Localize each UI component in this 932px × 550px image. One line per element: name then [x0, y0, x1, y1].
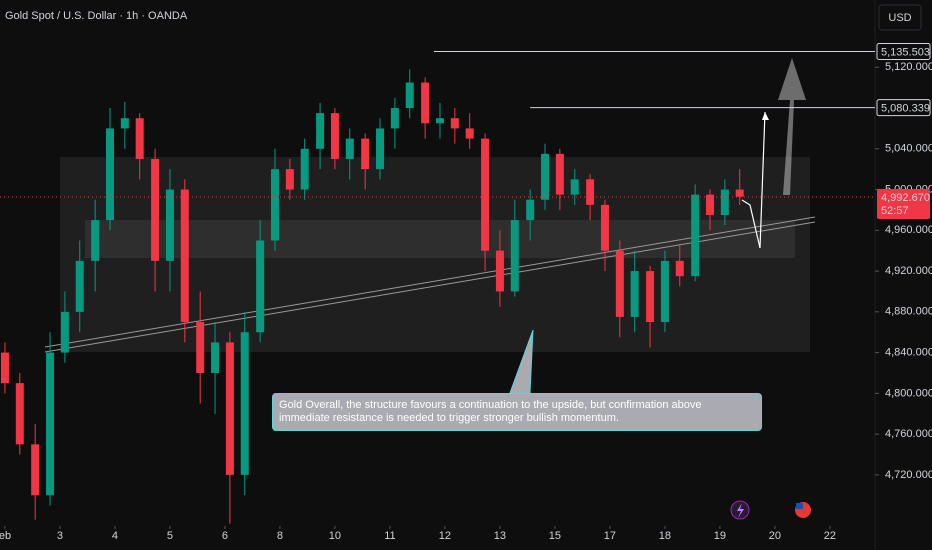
candle-body [526, 199, 535, 221]
trendline [44, 216, 816, 348]
candle-body [135, 118, 144, 159]
level-label: 5,135.503 [881, 46, 930, 58]
trendline [44, 221, 816, 353]
x-tick-label: 20 [769, 530, 781, 542]
currency-button[interactable] [878, 4, 922, 31]
candle-body [240, 332, 249, 475]
candle-body [105, 128, 114, 221]
y-tick-label: 4,920.000 [885, 265, 932, 277]
x-tick-label: 4 [112, 530, 118, 542]
x-tick-label: 19 [714, 530, 726, 542]
candle-body [361, 138, 370, 170]
level-label-box [876, 99, 931, 117]
candle-body [675, 260, 684, 277]
candle-body [31, 444, 40, 496]
candle-body [376, 128, 385, 170]
lightning [737, 503, 744, 518]
x-tick-label: 3 [57, 530, 63, 542]
candle-body [735, 189, 744, 197]
y-tick-label: 4,720.000 [885, 469, 932, 481]
projection-path [741, 111, 766, 249]
x-tick-label: 12 [439, 530, 451, 542]
candle-body [151, 158, 160, 261]
candle-body [196, 322, 205, 373]
x-tick-label: 10 [329, 530, 341, 542]
candle-body [256, 240, 265, 333]
x-tick-label: 17 [604, 530, 616, 542]
candle-body [541, 153, 550, 200]
y-tick-label: 4,800.000 [885, 387, 932, 399]
candle-body [586, 179, 595, 205]
candle-body [720, 189, 729, 216]
candle-body [330, 113, 339, 159]
x-tick-label: 22 [824, 530, 836, 542]
y-tick-label: 5,120.000 [885, 61, 932, 73]
candle-body [691, 194, 700, 277]
candle-body [481, 138, 490, 251]
candle-body [180, 189, 189, 323]
level-label: 5,080.339 [881, 103, 930, 115]
candle-body [450, 118, 459, 129]
y-tick-label: 4,960.000 [885, 224, 932, 236]
candle-body [0, 352, 9, 384]
level-label-box [876, 42, 931, 60]
candle-body [270, 169, 279, 241]
candle-body [285, 169, 294, 190]
y-tick-label: 5,040.000 [885, 143, 932, 155]
candle-body [390, 108, 399, 129]
x-tick-label: eb [0, 530, 11, 542]
candle-body [421, 82, 430, 124]
candle-body [570, 179, 579, 195]
candle-body [615, 250, 624, 317]
big-arrow [778, 58, 806, 195]
x-tick-label: 6 [222, 530, 228, 542]
currency-label[interactable]: USD [888, 12, 911, 24]
x-tick-label: 15 [549, 530, 561, 542]
candle-body [600, 204, 609, 251]
candle-body [405, 82, 414, 109]
candle-body [345, 138, 354, 159]
countdown-label: 52:57 [881, 205, 909, 217]
y-tick-label: 4,840.000 [885, 347, 932, 359]
x-tick-label: 11 [384, 530, 395, 542]
x-tick-label: 13 [494, 530, 506, 542]
candle-body [211, 342, 220, 373]
candle-body [165, 189, 174, 261]
flag-canton [796, 503, 803, 509]
y-tick-label: 4,880.000 [885, 306, 932, 318]
annotation: Gold Overall, the structure favours a co… [272, 393, 762, 431]
candle-body [510, 220, 519, 292]
candle-body [495, 250, 504, 292]
candle-body [435, 118, 444, 124]
candle-body [465, 128, 474, 139]
candle-body [555, 153, 564, 195]
current-price-box [877, 189, 930, 220]
x-tick-label: 8 [277, 530, 283, 542]
current-price-label: 4,992.670 [881, 192, 930, 204]
candle-body [630, 271, 639, 317]
candle-body [300, 148, 309, 190]
candle-body [225, 342, 234, 475]
candle-body [91, 220, 100, 261]
candle-body [15, 383, 24, 445]
candle-body [706, 194, 715, 216]
candle-body [46, 352, 55, 496]
zone-inner [85, 220, 795, 258]
candle-body [75, 260, 84, 312]
candle-body [60, 311, 69, 353]
x-tick-label: 18 [659, 530, 671, 542]
candle-body [316, 113, 325, 149]
chart-title: Gold Spot / U.S. Dollar · 1h · OANDA [5, 10, 188, 22]
candle-body [120, 118, 129, 129]
arrow-head [762, 112, 769, 120]
candle-body [660, 260, 669, 323]
x-tick-label: 5 [167, 530, 173, 542]
y-tick-label: 4,760.000 [885, 428, 932, 440]
candle-body [646, 271, 655, 323]
